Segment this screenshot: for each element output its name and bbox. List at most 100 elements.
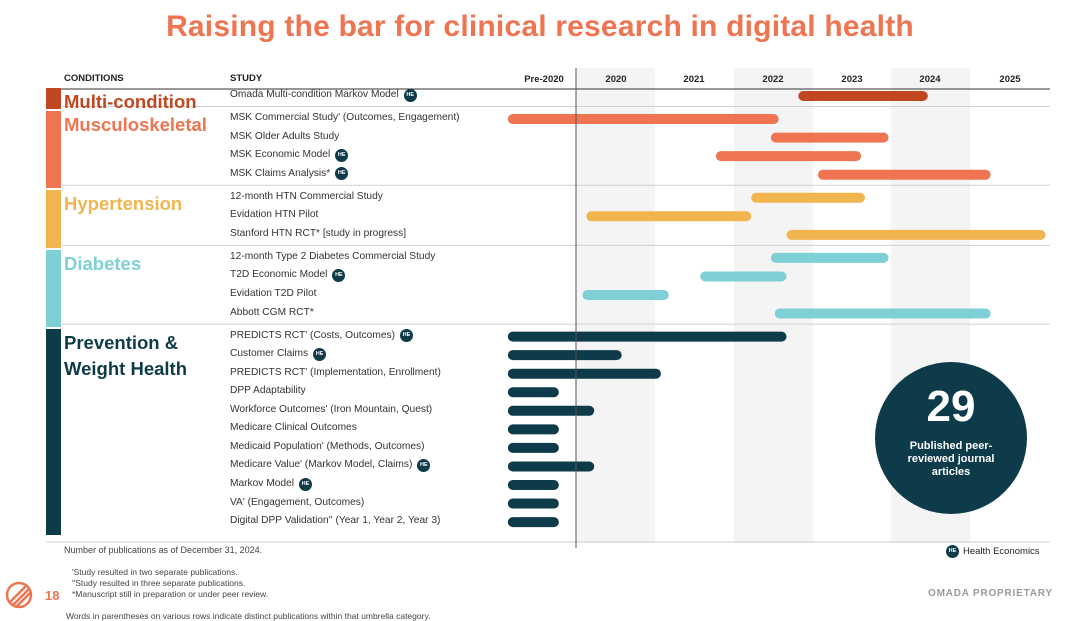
condition-label: Hypertension (64, 192, 183, 214)
health-economics-icon: HE (417, 458, 431, 472)
study-label: MSK Older Adults Study (230, 128, 339, 146)
health-economics-icon: HE (399, 329, 413, 343)
study-label: Markov Model HE (230, 475, 312, 493)
study-label: MSK Economic Model HE (230, 146, 349, 164)
health-economics-icon: HE (403, 88, 417, 102)
study-bar (507, 350, 622, 361)
study-bar (770, 132, 889, 143)
condition-label: Multi-condition (64, 91, 197, 112)
condition-label: Musculoskeletal (64, 114, 207, 136)
study-bar (507, 114, 779, 125)
study-bar (798, 91, 928, 101)
condition-label: Diabetes (64, 252, 142, 274)
study-label-text: Omada Multi-condition Markov Model (230, 89, 399, 100)
publication-note: Number of publications as of December 31… (64, 545, 263, 555)
study-bar (507, 517, 559, 528)
study-bar (774, 308, 991, 319)
x-tick-label: 2024 (919, 74, 941, 85)
study-label-text: 12-month HTN Commercial Study (230, 190, 383, 202)
legend-label: Health Economics (963, 546, 1040, 557)
study-label: MSK Claims Analysis* HE (230, 165, 349, 183)
study-label-text: MSK Claims Analysis* (230, 167, 331, 179)
health-economics-icon: HE (335, 167, 349, 181)
x-tick-label: 2025 (999, 74, 1021, 85)
study-label-text: Medicare Clinical Outcomes (230, 422, 357, 434)
study-bar (507, 368, 661, 379)
study-bar (582, 290, 669, 300)
footnote: 'Study resulted in two separate publicat… (72, 567, 238, 577)
study-label: Abbott CGM RCT* (230, 304, 314, 322)
page-number: 18 (45, 588, 60, 603)
study-label: PREDICTS RCT' (Costs, Outcomes) HE (230, 327, 413, 345)
study-bar (586, 211, 752, 222)
study-bar (715, 151, 862, 162)
study-label: Digital DPP Validation'' (Year 1, Year 2… (230, 512, 440, 530)
study-bar (700, 271, 787, 282)
study-label: VA' (Engagement, Outcomes) (230, 494, 364, 512)
health-economics-icon: HE (332, 268, 346, 282)
study-label-text: Evidation HTN Pilot (230, 209, 319, 221)
study-bar (770, 252, 889, 263)
study-label-text: Medicaid Population' (Methods, Outcomes) (230, 440, 425, 452)
publication-count: 29 (926, 382, 976, 431)
x-tick-label: 2022 (762, 74, 783, 85)
study-label: Customer Claims HE (230, 345, 327, 363)
publication-count-circle: 29 Published peer-reviewed journal artic… (875, 362, 1027, 514)
study-label: MSK Commercial Study' (Outcomes, Engagem… (230, 109, 460, 127)
study-bar (751, 192, 866, 203)
study-label-text: DPP Adaptability (230, 385, 306, 397)
study-label-text: VA' (Engagement, Outcomes) (230, 496, 365, 508)
health-economics-icon: HE (313, 347, 327, 361)
health-economics-icon: HE (946, 545, 959, 558)
study-label: Workforce Outcomes' (Iron Mountain, Ques… (230, 401, 432, 419)
study-label-text: T2D Economic Model (230, 269, 328, 281)
study-label: Medicaid Population' (Methods, Outcomes) (230, 438, 424, 456)
health-economics-icon: HE (298, 477, 312, 491)
study-label-text: MSK Economic Model (230, 149, 331, 161)
study-label-text: Abbott CGM RCT* (230, 306, 314, 318)
x-tick-label: 2020 (605, 74, 626, 85)
study-label: Evidation HTN Pilot (230, 206, 318, 224)
publication-count-label: Published peer-reviewed journal articles (907, 440, 995, 478)
health-economics-icon: HE (335, 148, 349, 162)
year-column-shade (576, 68, 655, 543)
legend: HE Health Economics (946, 545, 1040, 558)
study-label-text: Digital DPP Validation'' (Year 1, Year 2… (230, 515, 441, 527)
study-label-text: Medicare Value' (Markov Model, Claims) (230, 459, 413, 471)
study-label-text: Markov Model (230, 478, 294, 489)
condition-color-bar (46, 249, 61, 327)
condition-color-bar (46, 111, 61, 188)
study-label-text: MSK Older Adults Study (230, 130, 340, 142)
study-label: 12-month HTN Commercial Study (230, 188, 383, 206)
x-tick-label: 2021 (683, 74, 705, 85)
study-header: STUDY (230, 73, 263, 84)
study-label: Omada Multi-condition Markov Model HE (230, 86, 417, 104)
condition-label: Prevention & Weight Health (64, 331, 187, 379)
study-label: Evidation T2D Pilot (230, 285, 316, 303)
study-label: Medicare Clinical Outcomes (230, 419, 357, 437)
study-label-text: PREDICTS RCT' (Costs, Outcomes) (230, 329, 395, 341)
year-column-shade (734, 68, 813, 543)
study-label-text: Stanford HTN RCT* [study in progress] (230, 227, 407, 239)
study-bar (507, 387, 559, 398)
footnote: Words in parentheses on various rows ind… (66, 611, 431, 621)
x-tick-label: Pre-2020 (524, 74, 564, 85)
study-bar (507, 461, 595, 472)
study-label-text: PREDICTS RCT' (Implementation, Enrollmen… (230, 366, 441, 378)
study-label-text: Evidation T2D Pilot (230, 288, 317, 299)
study-label-text: Customer Claims (230, 348, 309, 360)
conditions-header: CONDITIONS (64, 73, 124, 84)
study-bar (507, 405, 595, 416)
x-tick-label: 2023 (841, 74, 862, 85)
study-label: Stanford HTN RCT* [study in progress] (230, 225, 406, 243)
page-title: Raising the bar for clinical research in… (166, 10, 914, 43)
study-bar (507, 480, 559, 490)
study-bar (507, 331, 787, 342)
study-bar (507, 498, 559, 509)
study-label: T2D Economic Model HE (230, 266, 346, 284)
study-label: DPP Adaptability (230, 382, 306, 400)
condition-color-bar (46, 88, 61, 109)
study-label-text: Workforce Outcomes' (Iron Mountain, Ques… (230, 403, 433, 415)
study-bar (507, 442, 559, 453)
footnote: ''Study resulted in three separate publi… (72, 578, 246, 588)
